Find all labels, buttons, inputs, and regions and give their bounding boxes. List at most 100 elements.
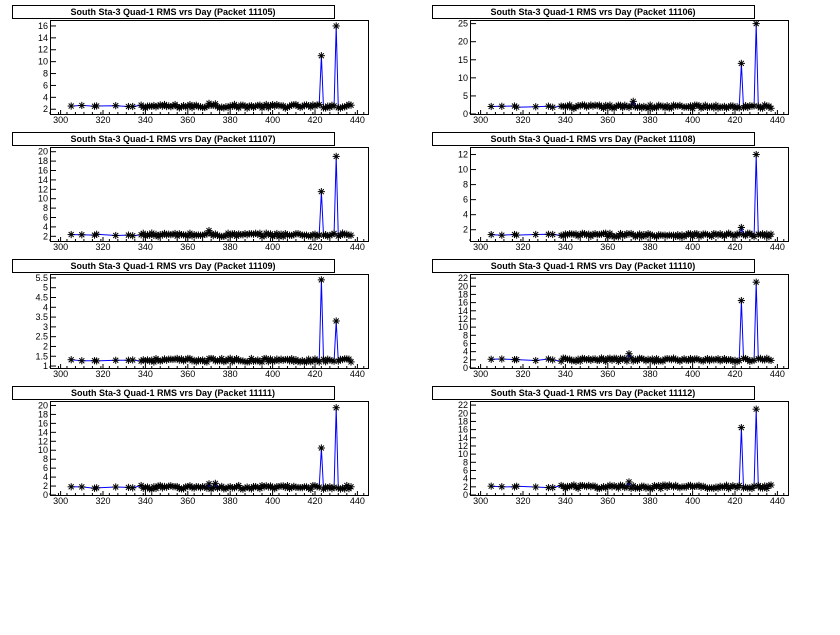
y-tick-label: 10 — [38, 194, 48, 204]
data-point-marker — [330, 357, 338, 365]
y-tick-label: 14 — [38, 175, 48, 185]
x-tick-label: 340 — [138, 242, 153, 252]
plot-frame — [470, 147, 789, 242]
x-tick-label: 400 — [685, 369, 700, 379]
data-point-marker — [513, 103, 521, 111]
chart-title-box — [432, 5, 755, 19]
y-tick-label: 20 — [458, 37, 468, 47]
data-point-marker — [347, 101, 355, 109]
y-tick-label: 2 — [463, 482, 468, 492]
data-point-marker — [67, 483, 75, 491]
x-tick-label: 400 — [265, 369, 280, 379]
x-tick-label: 360 — [180, 242, 195, 252]
y-tick-label: 10 — [458, 322, 468, 332]
y-tick-label: 3 — [43, 322, 48, 332]
y-tick-label: 4 — [463, 347, 468, 357]
y-tick-label: 4 — [463, 210, 468, 220]
x-tick-label: 320 — [515, 115, 530, 125]
y-tick-label: 4 — [43, 472, 48, 482]
y-tick-label: 16 — [38, 21, 48, 31]
x-tick-label: 300 — [473, 369, 488, 379]
chart-title-box — [432, 259, 755, 273]
y-tick-label: 5 — [43, 283, 48, 293]
data-point-marker — [129, 102, 137, 111]
x-tick-label: 420 — [727, 115, 742, 125]
data-point-marker — [332, 317, 340, 325]
data-point-marker — [498, 483, 506, 491]
x-tick-label: 340 — [138, 369, 153, 379]
x-tick-label: 420 — [307, 242, 322, 252]
x-tick-label: 320 — [515, 369, 530, 379]
y-tick-label: 16 — [458, 298, 468, 308]
x-tick-label: 440 — [770, 242, 785, 252]
y-tick-label: 8 — [463, 457, 468, 467]
chart-title-box — [12, 5, 335, 19]
y-tick-label: 8 — [463, 180, 468, 190]
y-tick-label: 0 — [463, 363, 468, 373]
chart-panel: South Sta-3 Quad-1 RMS vrs Day (Packet 1… — [432, 5, 789, 125]
x-tick-label: 400 — [265, 115, 280, 125]
data-point-marker — [623, 357, 631, 365]
data-point-marker — [487, 230, 495, 239]
data-point-marker — [737, 223, 745, 232]
data-point-marker — [532, 103, 540, 111]
x-tick-label: 360 — [600, 496, 615, 506]
data-point-marker — [498, 102, 506, 110]
x-tick-label: 440 — [770, 496, 785, 506]
x-tick-label: 300 — [53, 242, 68, 252]
data-point-marker — [78, 483, 86, 491]
chart-title: South Sta-3 Quad-1 RMS vrs Day (Packet 1… — [70, 134, 275, 144]
y-tick-label: 0 — [463, 490, 468, 500]
data-point-marker — [67, 102, 75, 110]
y-tick-label: 6 — [463, 195, 468, 205]
plot-frame — [50, 20, 369, 115]
y-tick-label: 8 — [43, 203, 48, 213]
chart-title-box — [432, 386, 755, 400]
y-tick-label: 2 — [463, 225, 468, 235]
data-point-marker — [93, 102, 101, 110]
data-point-marker — [332, 152, 340, 160]
data-point-marker — [347, 358, 355, 366]
chart-panel: South Sta-3 Quad-1 RMS vrs Day (Packet 1… — [12, 259, 369, 379]
chart-panel: South Sta-3 Quad-1 RMS vrs Day (Packet 1… — [12, 386, 369, 506]
data-point-marker — [767, 356, 775, 364]
chart-panel: South Sta-3 Quad-1 RMS vrs Day (Packet 1… — [12, 132, 369, 252]
data-point-marker — [549, 356, 557, 364]
x-tick-label: 440 — [770, 369, 785, 379]
y-tick-label: 3.5 — [35, 312, 48, 322]
y-tick-label: 12 — [38, 436, 48, 446]
data-point-marker — [315, 101, 323, 109]
data-point-marker — [487, 102, 495, 111]
y-tick-label: 1.5 — [35, 351, 48, 361]
chart-title-box — [432, 132, 755, 146]
y-tick-label: 20 — [458, 281, 468, 291]
x-tick-label: 380 — [643, 242, 658, 252]
x-tick-label: 380 — [643, 496, 658, 506]
y-tick-label: 2 — [43, 341, 48, 351]
chart-panel: South Sta-3 Quad-1 RMS vrs Day (Packet 1… — [432, 132, 789, 252]
data-point-marker — [67, 356, 75, 364]
data-point-marker — [347, 231, 355, 239]
data-point-marker — [112, 483, 120, 491]
data-point-marker — [317, 276, 325, 284]
data-point-marker — [330, 483, 338, 491]
chart-title-box — [12, 386, 335, 400]
data-point-marker — [532, 356, 540, 365]
y-tick-label: 2 — [43, 104, 48, 114]
x-tick-label: 440 — [350, 115, 365, 125]
x-tick-label: 400 — [685, 115, 700, 125]
x-tick-label: 400 — [685, 242, 700, 252]
plot-frame — [50, 147, 369, 242]
data-point-marker — [544, 355, 553, 363]
data-point-marker — [332, 404, 340, 412]
x-tick-label: 320 — [95, 369, 110, 379]
y-tick-label: 14 — [38, 33, 48, 43]
data-point-marker — [513, 482, 521, 490]
x-tick-label: 300 — [473, 115, 488, 125]
y-tick-label: 14 — [38, 427, 48, 437]
data-point-marker — [532, 230, 540, 239]
data-point-marker — [129, 232, 137, 240]
y-tick-label: 8 — [463, 330, 468, 340]
y-tick-label: 5 — [463, 91, 468, 101]
y-tick-label: 2.5 — [35, 332, 48, 342]
